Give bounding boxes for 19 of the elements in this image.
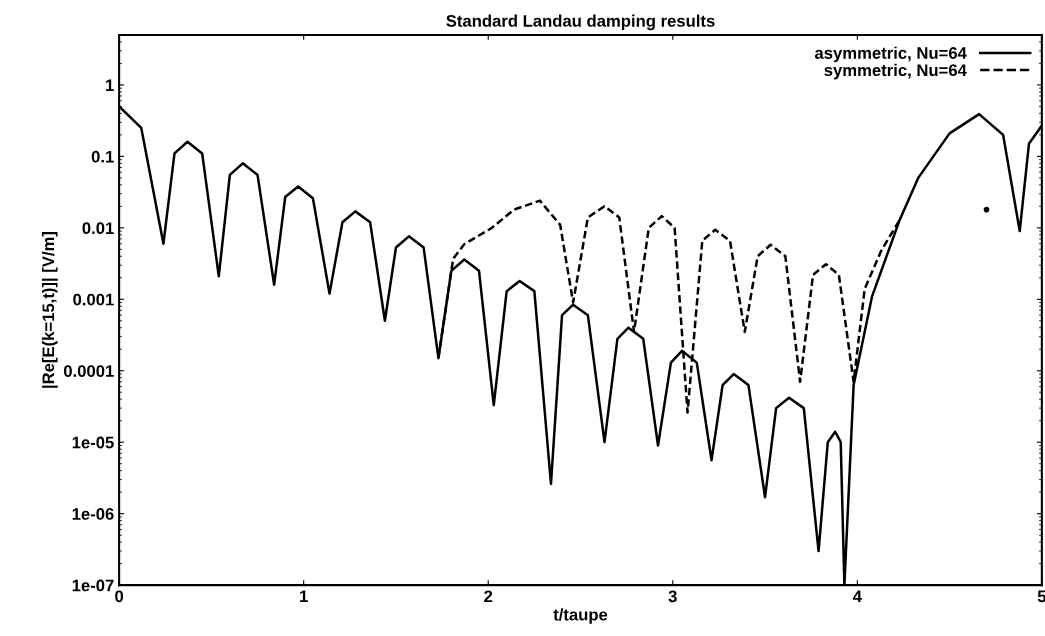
x-tick-label: 3 (668, 590, 677, 603)
x-tick-label: 1 (300, 590, 308, 603)
y-tick-label: 1e-05 (72, 436, 114, 449)
x-axis-title: t/taupe (553, 608, 608, 624)
line-series (437, 199, 902, 414)
y-tick-label: 1 (106, 79, 114, 91)
y-tick-label: 0.1 (91, 150, 114, 163)
x-tick-label: 0 (115, 590, 124, 603)
y-axis-title: |Re[E(k=15,t)]| [V/m] (41, 232, 58, 388)
legend-label: symmetric, Nu=64 (824, 63, 967, 80)
y-tick-label: 1e-06 (72, 508, 114, 520)
y-tick-label: 0.0001 (63, 365, 114, 377)
y-tick-label: 1e-07 (72, 579, 114, 592)
x-tick-label: 2 (484, 590, 493, 603)
y-tick-label: 0.001 (73, 293, 114, 306)
chart-title: Standard Landau damping results (446, 14, 715, 31)
x-tick-label: 4 (852, 590, 862, 603)
y-tick-label: 0.01 (82, 222, 114, 235)
legend-label: asymmetric, Nu=64 (814, 46, 967, 63)
